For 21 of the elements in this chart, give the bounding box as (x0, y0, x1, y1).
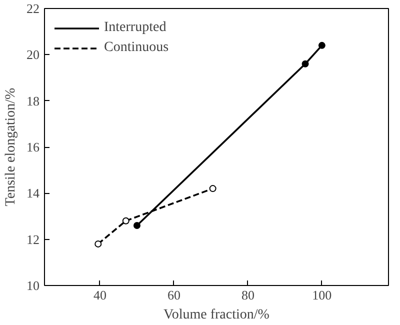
y-axis-title: Tensile elongation/% (4, 87, 18, 206)
y-tick-label: 22 (26, 1, 40, 16)
y-tick-label: 12 (26, 232, 40, 247)
legend-label: Interrupted (104, 20, 166, 36)
point (209, 185, 216, 192)
point (302, 60, 309, 68)
y-tick-label: 16 (26, 140, 40, 154)
y-tick-label: 18 (26, 93, 40, 108)
point (122, 217, 130, 224)
point (133, 222, 140, 229)
x-tick-label: 80 (241, 288, 254, 302)
y-tick-label: 10 (26, 278, 40, 293)
point (318, 42, 326, 49)
y-tick-label: 14 (26, 186, 40, 201)
x-tick-label: 60 (167, 288, 180, 302)
x-tick-label: 100 (312, 288, 332, 302)
x-tick-label: 40 (93, 288, 106, 302)
y-tick-label: 20 (26, 47, 40, 62)
legend-label: Continuous (104, 40, 169, 56)
x-axis-title: Volume fraction/% (164, 308, 270, 322)
point (94, 240, 102, 248)
